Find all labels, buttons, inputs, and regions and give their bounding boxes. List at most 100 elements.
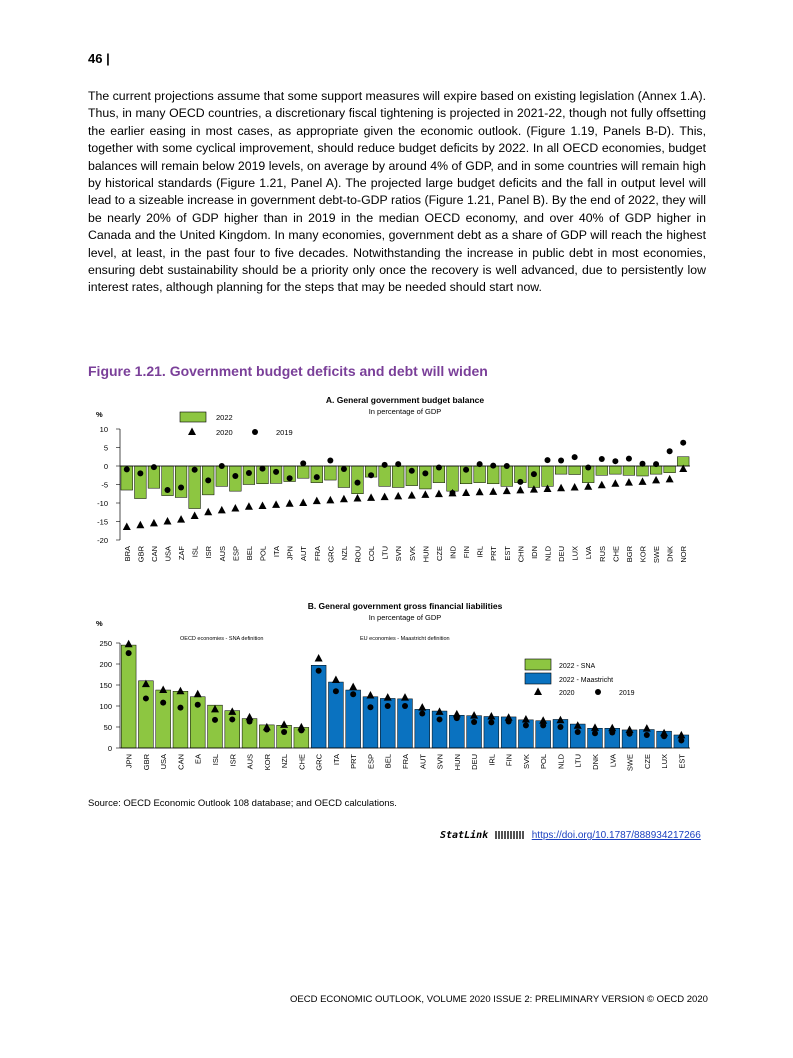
panel-a-budget-balance: A. General government budget balance In p…: [96, 395, 690, 563]
panel-b-marker-2020: [573, 721, 582, 729]
panel-a-marker-2020: [367, 493, 376, 501]
panel-b-marker-2019: [574, 729, 581, 736]
panel-b-bar-2022: [224, 710, 240, 749]
panel-a-bar-2022: [554, 465, 568, 475]
panel-b-marker-2020: [504, 713, 513, 721]
panel-a-category-label: RUS: [598, 546, 607, 562]
panel-b-category-label: NLD: [556, 753, 565, 769]
panel-b-marker-2020: [124, 639, 133, 648]
panel-a-category-label: LVA: [584, 546, 593, 559]
panel-a-marker-2020: [394, 491, 403, 500]
panel-b-marker-2019: [332, 688, 339, 695]
panel-b-marker-2020: [228, 707, 237, 715]
panel-a-bar-2022: [378, 465, 391, 487]
panel-a-marker-2020: [597, 480, 606, 489]
panel-a-marker-2020: [421, 490, 430, 498]
panel-b-marker-2020: [383, 693, 392, 701]
panel-a-legend-bar-swatch: [179, 411, 207, 423]
panel-b-marker-2020: [470, 711, 479, 719]
panel-a-marker-2020: [339, 494, 348, 503]
panel-a-marker-2019: [123, 466, 130, 473]
panel-a-category-label: IDN: [530, 546, 539, 559]
panel-b-category-label: AUS: [246, 754, 255, 769]
panel-a-legend-circle: [252, 429, 258, 435]
panel-b-marker-2019: [678, 737, 685, 744]
figure-title: Figure 1.21. Government budget deficits …: [88, 363, 488, 379]
panel-a-marker-2020: [136, 520, 145, 529]
panel-a-y-tick-label: 5: [104, 444, 108, 453]
panel-b-legend-triangle: [534, 687, 542, 695]
panel-b-y-tick-label: 50: [104, 723, 112, 732]
panel-b-marker-2019: [661, 733, 668, 740]
panel-a-category-label: SWE: [652, 546, 661, 563]
panel-a-category-label: EST: [503, 546, 512, 561]
panel-a-marker-2020: [516, 485, 525, 494]
panel-a-category-label: NLD: [544, 545, 553, 561]
panel-a-y-tick-label: -15: [97, 518, 108, 527]
panel-a-category-label: BRA: [123, 546, 132, 561]
panel-a-marker-2019: [286, 475, 293, 482]
panel-b-bar-2022: [310, 665, 327, 749]
panel-b-category-label: ESP: [366, 754, 375, 769]
panel-a-marker-2020: [475, 487, 484, 496]
panel-b-category-label: LUX: [660, 754, 669, 769]
panel-b-marker-2020: [591, 723, 599, 731]
statlink-url-link[interactable]: https://doi.org/10.1787/888934217266: [531, 830, 701, 841]
panel-a-marker-2019: [598, 455, 605, 462]
panel-b-marker-2019: [367, 704, 374, 711]
panel-a-marker-2019: [544, 457, 551, 464]
panel-a-category-label: CHN: [516, 546, 525, 562]
panel-b-marker-2019: [246, 718, 253, 725]
panel-a-marker-2019: [150, 464, 157, 471]
panel-a-category-label: AUS: [218, 546, 227, 561]
panel-a-bar-2022: [595, 465, 608, 476]
panel-a-marker-2020: [326, 495, 335, 504]
panel-b-category-label: GBR: [142, 753, 151, 770]
panel-b-legend-circle: [595, 689, 601, 695]
panel-b-marker-2020: [556, 715, 565, 724]
panel-a-marker-2019: [137, 470, 144, 477]
panel-b-marker-2019: [557, 724, 564, 730]
panel-b-marker-2019: [592, 730, 598, 737]
panel-b-marker-2019: [402, 703, 408, 709]
panel-a-category-label: HUN: [421, 546, 430, 562]
panel-a-marker-2020: [557, 483, 566, 492]
panel-b-marker-2019: [609, 729, 616, 736]
panel-b-marker-2019: [229, 716, 236, 723]
panel-b-marker-2019: [315, 667, 322, 674]
panel-b-bar-2022: [120, 644, 137, 749]
panel-b-marker-2020: [487, 712, 496, 720]
panel-b-legend-maastricht-label: 2022 - Maastricht: [559, 677, 613, 684]
panel-b-marker-2019: [419, 710, 426, 717]
statlink: StatLink https://doi.org/10.1787/8889342…: [440, 830, 701, 841]
panel-b-legend-maastricht-swatch: [524, 672, 552, 685]
panel-a-marker-2019: [666, 448, 673, 455]
panel-b-category-label: CAN: [176, 754, 185, 770]
panel-b-category-label: USA: [159, 754, 168, 769]
panel-a-marker-2019: [408, 467, 415, 474]
panel-a-marker-2020: [204, 507, 213, 516]
panel-b-gross-liabilities: B. General government gross financial li…: [96, 601, 690, 771]
panel-b-marker-2020: [677, 730, 686, 739]
panel-a-marker-2019: [245, 470, 252, 477]
panel-b-category-label: CZE: [643, 754, 652, 769]
panel-a-marker-2020: [434, 489, 443, 498]
panel-a-marker-2019: [490, 462, 497, 469]
panel-b-marker-2019: [281, 729, 288, 736]
panel-a-marker-2020: [679, 464, 688, 472]
panel-a-category-label: CZE: [435, 546, 444, 561]
panel-b-marker-2020: [159, 685, 168, 694]
statlink-label: StatLink: [440, 830, 489, 841]
panel-b-bar-2022: [345, 689, 361, 749]
panel-a-marker-2019: [368, 472, 375, 479]
panel-a-marker-2020: [543, 484, 552, 492]
panel-a-category-label: IND: [449, 545, 458, 559]
panel-b-category-label: SVN: [436, 754, 445, 769]
panel-b-category-label: PRT: [349, 754, 358, 769]
panel-a-marker-2020: [258, 501, 267, 509]
panel-a-category-label: CAN: [150, 546, 159, 562]
panel-a-legend-triangle: [188, 427, 196, 435]
panel-b-y-tick-label: 0: [108, 744, 112, 753]
panel-a-legend-circle-label: 2019: [276, 428, 293, 437]
panel-b-category-label: SVK: [522, 754, 531, 769]
